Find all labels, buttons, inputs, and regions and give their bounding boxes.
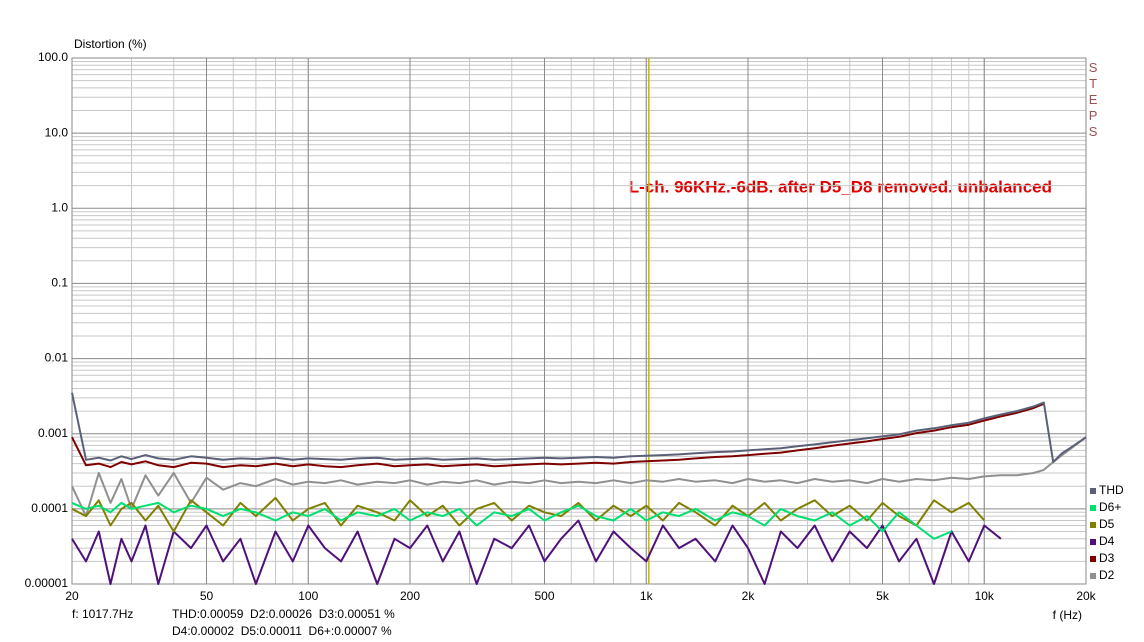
y-tick-label: 0.1 xyxy=(51,276,68,290)
readout: D4:0.00002 D5:0.00011 D6+:0.00007 % xyxy=(172,624,392,638)
x-tick-label: 20 xyxy=(65,589,79,603)
x-tick-label: 50 xyxy=(200,589,214,603)
y-tick-label: 0.0001 xyxy=(31,501,68,515)
series-line xyxy=(71,392,1087,463)
x-tick-label: 1k xyxy=(640,589,654,603)
legend-label: D4 xyxy=(1099,534,1115,548)
legend-label: D3 xyxy=(1099,551,1115,565)
series-line xyxy=(71,501,952,540)
series-line xyxy=(71,402,1045,469)
x-tick-label: 100 xyxy=(298,589,318,603)
x-tick-label: 20k xyxy=(1076,589,1096,603)
readout: THD:0.00059 D2:0.00026 D3:0.00051 % xyxy=(172,607,395,621)
steps-label: STEPS xyxy=(1086,60,1101,140)
legend-label: D6+ xyxy=(1099,500,1121,514)
x-axis-label: f (Hz) xyxy=(1053,608,1082,622)
legend-swatch xyxy=(1090,522,1096,528)
y-tick-label: 100.0 xyxy=(38,50,68,64)
legend-label: THD xyxy=(1099,483,1124,497)
x-tick-label: 2k xyxy=(742,589,756,603)
y-tick-label: 0.01 xyxy=(45,351,69,365)
y-tick-label: 0.001 xyxy=(38,426,68,440)
y-axis-label: Distortion (%) xyxy=(74,37,147,51)
x-tick-label: 5k xyxy=(876,589,890,603)
x-tick-label: 200 xyxy=(400,589,420,603)
y-tick-label: 1.0 xyxy=(51,200,68,214)
annotation: L-ch. 96KHz.-6dB. after D5_D8 removed. u… xyxy=(629,177,1052,196)
series-line xyxy=(71,519,1002,585)
series-line xyxy=(71,496,986,533)
legend-swatch xyxy=(1090,505,1096,511)
legend-label: D5 xyxy=(1099,517,1115,531)
plot-area xyxy=(71,57,1087,585)
y-tick-label: 0.00001 xyxy=(25,576,69,590)
legend-swatch xyxy=(1090,488,1096,494)
legend-swatch xyxy=(1090,573,1096,579)
legend-swatch xyxy=(1090,539,1096,545)
series-line xyxy=(71,436,1087,518)
legend-swatch xyxy=(1090,556,1096,562)
cursor-readout: f: 1017.7Hz xyxy=(72,607,133,621)
y-tick-label: 10.0 xyxy=(45,125,69,139)
legend-label: D2 xyxy=(1099,568,1115,582)
x-tick-label: 10k xyxy=(975,589,995,603)
x-tick-label: 500 xyxy=(534,589,554,603)
